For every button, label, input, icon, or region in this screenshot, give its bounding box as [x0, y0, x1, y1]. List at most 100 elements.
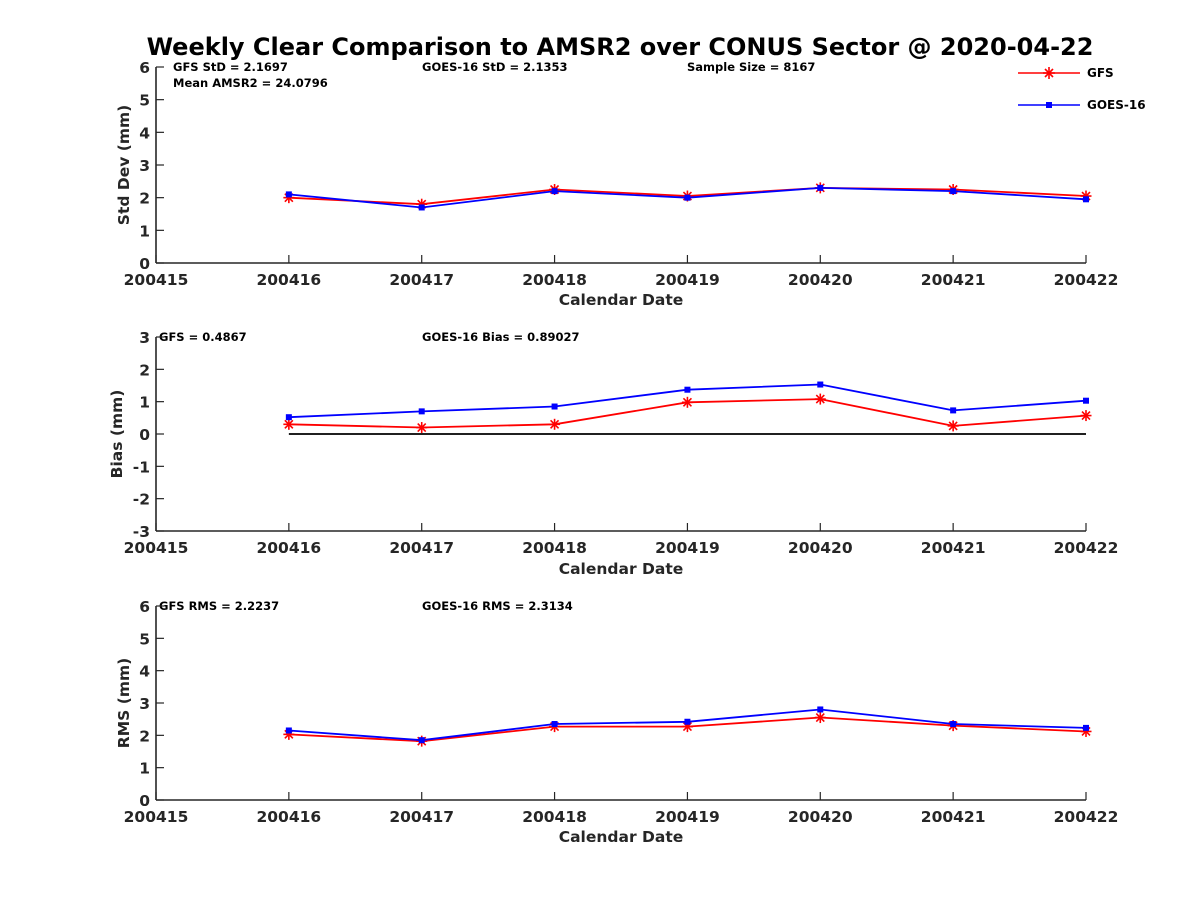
x-tick-label: 200421	[921, 271, 986, 289]
y-tick-label: 2	[139, 190, 150, 208]
data-point-goes16	[684, 386, 691, 393]
x-tick-label: 200418	[522, 271, 587, 289]
x-tick-label: 200422	[1054, 271, 1119, 289]
annotation-sample-size: Sample Size = 8167	[687, 60, 815, 74]
y-tick-label: 4	[139, 663, 150, 681]
legend-marker-gfs	[1043, 67, 1055, 79]
x-axis-label: Calendar Date	[559, 828, 684, 846]
x-tick-label: 200417	[389, 808, 454, 826]
data-point-goes16	[817, 706, 824, 713]
x-tick-label: 200419	[655, 539, 720, 557]
annotation-gfs-bias: GFS = 0.4867	[159, 330, 247, 344]
annotation-gfs-std: GFS StD = 2.1697	[173, 60, 288, 74]
x-tick-label: 200415	[124, 271, 189, 289]
y-tick-label: 0	[139, 255, 150, 273]
legend-marker-goes16	[1046, 102, 1052, 108]
y-tick-label: 3	[139, 157, 150, 175]
data-point-gfs	[549, 418, 561, 430]
data-point-gfs	[814, 712, 826, 724]
marker-stroke	[284, 419, 294, 429]
data-point-goes16	[684, 194, 691, 201]
x-tick-label: 200420	[788, 808, 853, 826]
y-tick-label: -2	[133, 491, 150, 509]
data-point-gfs	[416, 422, 428, 434]
y-tick-label: -1	[133, 458, 150, 476]
y-axis-label: Bias (mm)	[108, 390, 126, 479]
marker-stroke	[1081, 411, 1091, 421]
chart-title: Weekly Clear Comparison to AMSR2 over CO…	[147, 33, 1094, 61]
legend-entry-goes16: GOES-16	[1018, 98, 1146, 112]
y-tick-label: 3	[139, 695, 150, 713]
annotation-goes16-std: GOES-16 StD = 2.1353	[422, 60, 567, 74]
x-tick-label: 200421	[921, 808, 986, 826]
y-tick-label: 1	[139, 394, 150, 412]
x-tick-label: 200418	[522, 808, 587, 826]
y-tick-label: 0	[139, 792, 150, 810]
data-point-goes16	[684, 718, 691, 725]
x-tick-label: 200415	[124, 539, 189, 557]
marker-stroke	[682, 397, 692, 407]
y-axis-label: RMS (mm)	[115, 658, 133, 748]
y-tick-label: 0	[139, 426, 150, 444]
x-tick-label: 200420	[788, 539, 853, 557]
data-point-goes16	[817, 381, 824, 388]
x-tick-label: 200418	[522, 539, 587, 557]
x-tick-label: 200416	[256, 539, 321, 557]
x-tick-label: 200417	[389, 539, 454, 557]
annotation-gfs-rms: GFS RMS = 2.2237	[159, 599, 279, 613]
data-point-goes16	[285, 191, 292, 198]
x-tick-label: 200421	[921, 539, 986, 557]
data-point-gfs	[1080, 410, 1092, 422]
y-tick-label: 4	[139, 124, 150, 142]
x-tick-label: 200415	[124, 808, 189, 826]
data-point-goes16	[418, 737, 425, 744]
data-point-gfs	[283, 418, 295, 430]
x-axis-label: Calendar Date	[559, 560, 684, 578]
data-point-gfs	[681, 396, 693, 408]
data-point-goes16	[950, 721, 957, 728]
marker-stroke	[948, 421, 958, 431]
x-tick-label: 200419	[655, 271, 720, 289]
data-point-goes16	[285, 727, 292, 734]
data-point-gfs	[814, 393, 826, 405]
marker-stroke	[417, 422, 427, 433]
legend-label-gfs: GFS	[1087, 66, 1114, 80]
y-axis-label: Std Dev (mm)	[115, 105, 133, 225]
data-point-goes16	[551, 721, 558, 728]
x-tick-label: 200417	[389, 271, 454, 289]
x-axis-label: Calendar Date	[559, 291, 684, 309]
annotation-goes16-rms: GOES-16 RMS = 2.3134	[422, 599, 573, 613]
annotation-mean-amsr2: Mean AMSR2 = 24.0796	[173, 76, 328, 90]
x-tick-label: 200420	[788, 271, 853, 289]
y-tick-label: 1	[139, 222, 150, 240]
x-tick-label: 200416	[256, 808, 321, 826]
marker-stroke	[815, 394, 825, 404]
marker-stroke	[550, 419, 560, 429]
annotation-goes16-bias: GOES-16 Bias = 0.89027	[422, 330, 579, 344]
panel-std-dev: GFS StD = 2.1697 GOES-16 StD = 2.1353 Sa…	[115, 59, 1118, 309]
data-point-gfs	[947, 420, 959, 432]
data-point-goes16	[418, 204, 425, 211]
x-tick-label: 200419	[655, 808, 720, 826]
y-tick-label: 2	[139, 361, 150, 379]
y-tick-label: 6	[139, 598, 150, 616]
legend: GFS GOES-16	[1018, 66, 1146, 112]
data-point-goes16	[950, 407, 957, 414]
data-point-goes16	[950, 188, 957, 195]
data-point-goes16	[1083, 196, 1089, 203]
y-tick-label: 5	[139, 630, 150, 648]
x-tick-label: 200422	[1054, 539, 1119, 557]
data-point-goes16	[285, 414, 292, 421]
panel-bias: GFS = 0.4867 GOES-16 Bias = 0.89027 Cale…	[108, 329, 1118, 578]
data-point-goes16	[551, 403, 558, 410]
data-point-goes16	[817, 184, 824, 191]
y-tick-label: 2	[139, 727, 150, 745]
panel-rms: GFS RMS = 2.2237 GOES-16 RMS = 2.3134 Ca…	[115, 598, 1118, 846]
legend-label-goes16: GOES-16	[1087, 98, 1146, 112]
marker-stroke	[815, 712, 825, 723]
y-tick-label: 6	[139, 59, 150, 77]
data-point-goes16	[418, 408, 425, 415]
x-tick-label: 200416	[256, 271, 321, 289]
data-point-goes16	[1083, 397, 1089, 404]
